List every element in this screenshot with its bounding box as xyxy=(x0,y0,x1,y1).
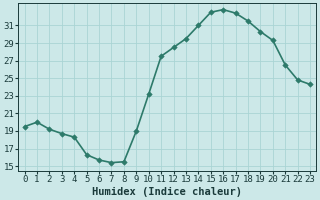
X-axis label: Humidex (Indice chaleur): Humidex (Indice chaleur) xyxy=(92,186,242,197)
